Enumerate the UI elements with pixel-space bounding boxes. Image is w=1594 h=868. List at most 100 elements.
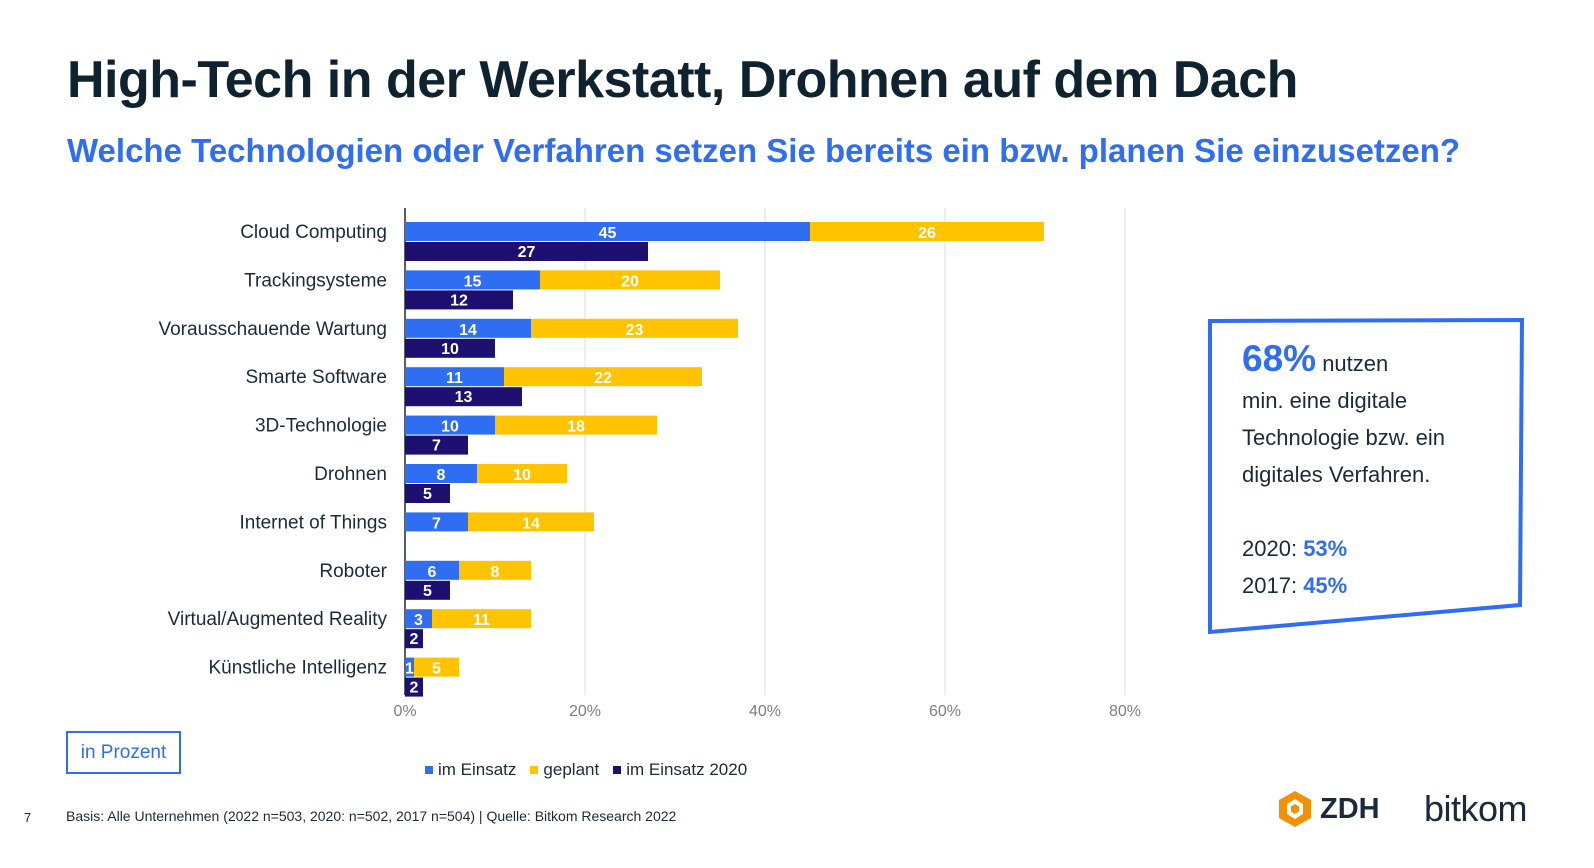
bar-im-einsatz [405, 560, 459, 580]
legend-item-im-einsatz-2020: im Einsatz 2020 [613, 760, 747, 780]
source-note: Basis: Alle Unternehmen (2022 n=503, 202… [66, 808, 677, 824]
x-tick-label: 40% [749, 703, 781, 720]
category-label: Vorausschauende Wartung [158, 319, 387, 340]
data-label-im-einsatz: 45 [599, 225, 617, 242]
bar-im-einsatz [405, 222, 810, 241]
data-label-geplant: 18 [567, 419, 585, 436]
x-tick-label: 20% [569, 703, 601, 720]
data-label-im-einsatz: 6 [428, 564, 437, 581]
bar-im-einsatz-2020 [405, 387, 522, 407]
bar-im-einsatz [405, 657, 414, 677]
zdh-logo: ZDH [1276, 790, 1380, 828]
data-label-geplant: 5 [432, 661, 441, 678]
bar-geplant [414, 657, 459, 677]
zdh-logo-text: ZDH [1320, 792, 1380, 825]
category-label: Cloud Computing [240, 222, 387, 243]
data-label-geplant: 10 [513, 467, 531, 484]
bar-im-einsatz-2020 [405, 338, 495, 358]
data-label-im-einsatz-2020: 12 [450, 292, 468, 309]
kpi-2017-value: 45% [1303, 573, 1348, 598]
zdh-logo-icon [1279, 791, 1311, 827]
kpi-line-4: digitales Verfahren. [1242, 462, 1431, 487]
data-label-geplant: 8 [491, 564, 500, 581]
unit-note: in Prozent [66, 731, 181, 774]
bar-im-einsatz-2020 [405, 435, 468, 455]
legend-item-im-einsatz: im Einsatz [425, 760, 516, 780]
data-label-im-einsatz: 1 [405, 661, 414, 678]
data-label-geplant: 14 [522, 515, 540, 532]
page-title: High-Tech in der Werkstatt, Drohnen auf … [67, 51, 1298, 109]
kpi-2020-label: 2020: [1242, 536, 1298, 561]
x-tick-label: 0% [393, 703, 416, 720]
category-label: Smarte Software [246, 367, 388, 388]
bar-im-einsatz-2020 [405, 484, 450, 503]
category-label: Virtual/Augmented Reality [168, 609, 388, 630]
bar-geplant [495, 415, 657, 435]
legend-swatch-im-einsatz [425, 766, 433, 774]
data-label-im-einsatz-2020: 27 [518, 244, 536, 261]
kpi-2017-label: 2017: [1242, 573, 1298, 598]
bar-geplant [459, 560, 531, 580]
bar-im-einsatz-2020 [405, 629, 423, 649]
data-label-geplant: 26 [918, 225, 936, 242]
data-label-geplant: 22 [594, 370, 612, 387]
data-label-im-einsatz: 7 [432, 515, 441, 532]
bar-im-einsatz-2020 [405, 580, 450, 600]
x-tick-label: 80% [1109, 703, 1141, 720]
category-label: Trackingsysteme [244, 270, 387, 291]
bar-im-einsatz [405, 318, 531, 338]
kpi-line1-text: nutzen [1322, 351, 1389, 376]
data-label-geplant: 11 [473, 612, 490, 629]
bar-geplant [810, 222, 1044, 241]
kpi-box: 68% nutzen min. eine digitale Technologi… [1242, 340, 1445, 604]
bar-im-einsatz [405, 367, 504, 387]
category-label: Internet of Things [239, 512, 387, 533]
bar-im-einsatz [405, 270, 540, 290]
data-label-im-einsatz: 15 [464, 273, 482, 290]
bitkom-logo: bitkom [1424, 788, 1528, 829]
data-label-im-einsatz-2020: 2 [410, 680, 419, 697]
category-label: Drohnen [314, 464, 387, 485]
kpi-2020: 2020: 53% [1242, 530, 1445, 567]
data-label-im-einsatz: 3 [414, 612, 423, 629]
bar-im-einsatz [405, 512, 468, 532]
bar-im-einsatz-2020 [405, 290, 513, 310]
chart-legend: im Einsatz geplant im Einsatz 2020 [425, 760, 747, 780]
data-label-im-einsatz: 11 [446, 370, 463, 387]
legend-label-im-einsatz-2020: im Einsatz 2020 [626, 760, 748, 779]
bar-im-einsatz [405, 415, 495, 435]
kpi-box-frame [1208, 317, 1525, 635]
bar-im-einsatz-2020 [405, 677, 423, 697]
legend-swatch-geplant [530, 766, 539, 774]
kpi-line-1: 68% nutzen [1242, 340, 1445, 382]
kpi-line-2: min. eine digitale [1242, 388, 1408, 413]
page-subtitle: Welche Technologien oder Verfahren setze… [67, 132, 1461, 169]
data-label-geplant: 20 [621, 273, 639, 290]
legend-item-geplant: geplant [530, 760, 599, 780]
kpi-value: 68% [1242, 338, 1317, 379]
data-label-im-einsatz-2020: 7 [432, 438, 441, 455]
data-label-im-einsatz: 8 [437, 467, 446, 484]
data-label-im-einsatz: 10 [441, 419, 459, 436]
bar-geplant [432, 609, 531, 629]
category-label: Roboter [319, 561, 387, 582]
page-number: 7 [24, 810, 32, 825]
bar-geplant [468, 512, 594, 532]
category-label: 3D-Technologie [255, 416, 387, 437]
data-label-im-einsatz-2020: 5 [423, 583, 432, 600]
bar-geplant [540, 270, 720, 290]
bar-geplant [504, 367, 702, 387]
data-label-im-einsatz-2020: 2 [410, 631, 419, 648]
bar-geplant [477, 464, 567, 483]
data-label-im-einsatz-2020: 10 [441, 341, 459, 358]
bar-im-einsatz-2020 [405, 242, 648, 261]
legend-label-im-einsatz: im Einsatz [438, 760, 517, 779]
bar-im-einsatz [405, 609, 432, 629]
x-tick-label: 60% [929, 703, 961, 720]
data-label-im-einsatz-2020: 5 [423, 486, 432, 503]
category-label: Künstliche Intelligenz [209, 658, 388, 679]
kpi-line-3: Technologie bzw. ein [1242, 425, 1446, 450]
legend-label-geplant: geplant [543, 760, 600, 779]
kpi-2017: 2017: 45% [1242, 567, 1445, 604]
